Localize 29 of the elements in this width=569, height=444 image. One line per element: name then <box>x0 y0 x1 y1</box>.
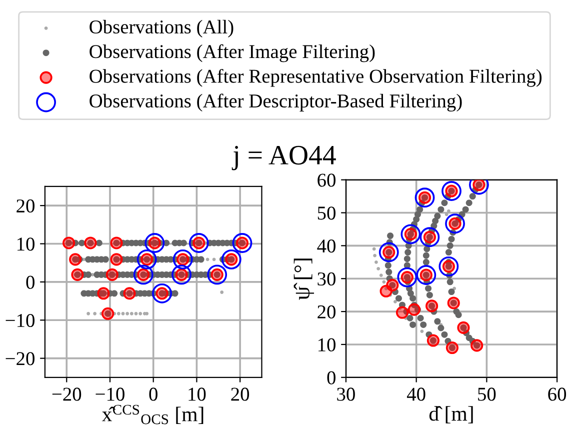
chart-title: j = AO44 <box>232 146 336 170</box>
y-tick-label: 30 <box>318 272 336 286</box>
y-tick-label: 10 <box>318 338 336 352</box>
y-tick-label: 50 <box>318 206 336 220</box>
y-tick-label: 20 <box>16 199 34 213</box>
y-tick-label: 40 <box>317 239 336 253</box>
x-tick-label: 30 <box>337 388 355 401</box>
x-tick-label: 0 <box>149 388 158 401</box>
y-tick-label: 0 <box>327 371 336 384</box>
legend-label: Observations (After Representative Observation Filtering) <box>90 68 542 87</box>
x-tick-label: 50 <box>478 388 496 401</box>
x-tick-label: −20 <box>52 388 82 401</box>
x-tick-label: 40 <box>406 388 426 401</box>
x-tick-label: 60 <box>548 388 566 401</box>
y-tick-label: −20 <box>6 352 34 366</box>
x-tick-label: 20 <box>231 388 250 401</box>
y-axis-title: ψ̂ [°] <box>294 258 314 300</box>
legend-label: Observations (After Descriptor-Based Filtering) <box>90 94 462 112</box>
y-tick-label: 60 <box>318 174 336 187</box>
x-axis-title: d̂ [m] <box>429 406 473 424</box>
y-tick-label: 20 <box>318 305 336 318</box>
x-tick-label: −10 <box>96 388 124 401</box>
legend-label: Observations (After Image Filtering) <box>90 44 375 62</box>
legend-label: Observations (All) <box>90 20 234 38</box>
y-tick-label: 0 <box>26 276 34 289</box>
y-tick-label: 10 <box>17 238 34 251</box>
x-axis-title: x̂$^{CCS}$$_{OCS}$ [m] <box>102 404 204 424</box>
x-tick-label: 10 <box>188 388 206 401</box>
y-tick-label: −10 <box>6 314 34 328</box>
